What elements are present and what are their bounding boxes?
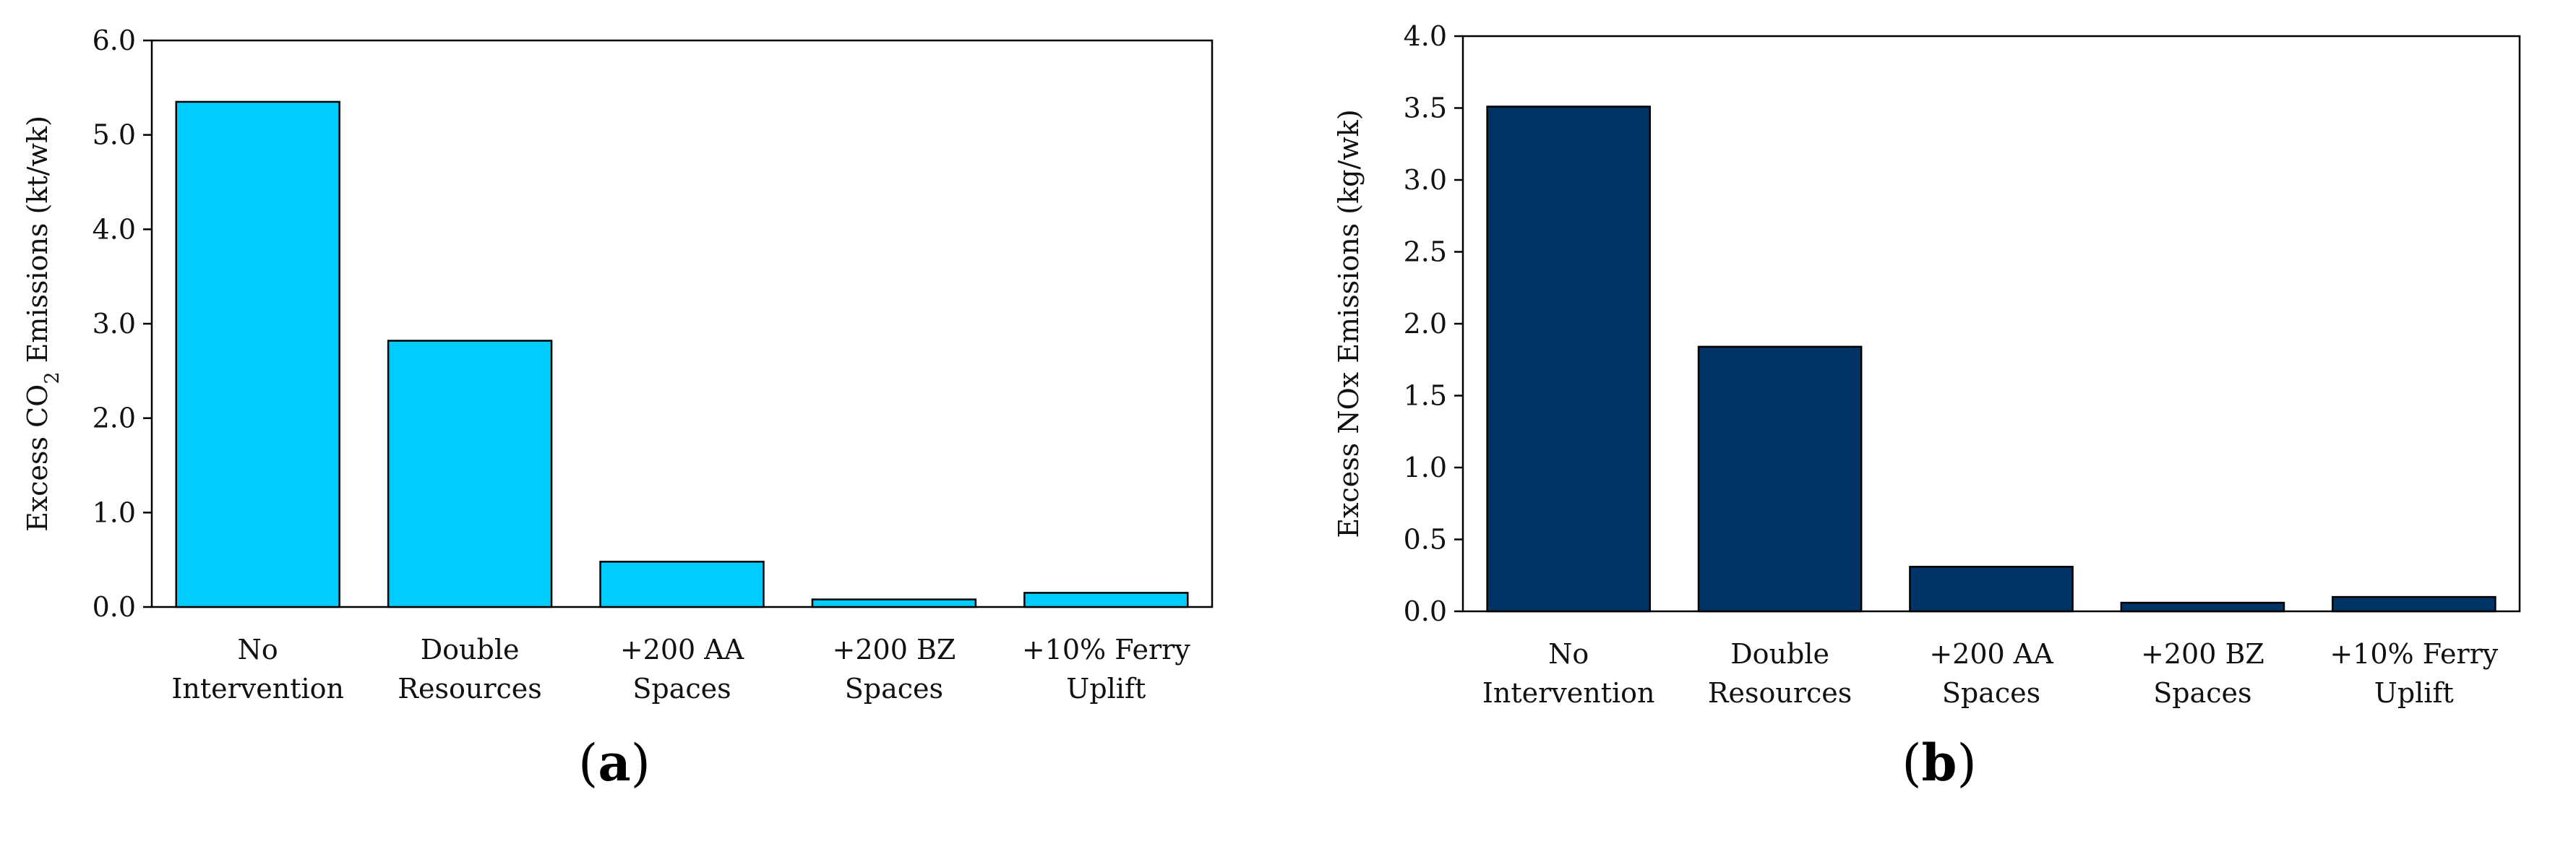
panel-b-y-tick-label: 3.5 <box>1404 92 1447 124</box>
panel-b-y-tick-label: 1.5 <box>1404 380 1447 412</box>
panel-b-x-tick-label-line: +200 AA <box>1929 638 2053 670</box>
panel-b-x-tick-label-line: Spaces <box>1942 677 2040 709</box>
panel-b-y-tick-label: 2.5 <box>1404 236 1447 268</box>
panel-a-y-axis-title-part: 2 <box>41 371 64 384</box>
panel-a-x-tick-label-line: +10% Ferry <box>1022 634 1190 666</box>
panel-b-x-tick-label-line: Uplift <box>2374 677 2454 709</box>
panel-a-y-axis-title: Excess CO2 Emissions (kt/wk) <box>22 116 64 532</box>
panel-a-x-tick-label-line: Double <box>421 634 520 666</box>
panel-b-chart: 0.0 0.5 1.0 1.5 2.0 2.5 3.0 3.5 4.0 Excess NOx Em… <box>1333 20 2521 793</box>
panel-a-x-tick-label: +10% Ferry Uplift <box>1022 634 1190 705</box>
panel-b-x-tick-label-line: Spaces <box>2153 677 2251 709</box>
panel-a-x-tick-label: +200 BZ Spaces <box>833 634 956 705</box>
panel-b-bar-4 <box>2120 601 2285 613</box>
panel-a-chart: 0.0 1.0 2.0 3.0 4.0 5.0 6.0 Excess CO2 Emission… <box>22 25 1214 793</box>
panel-b-y-axis-title: Excess NOx Emissions (kg/wk) <box>1333 109 1365 538</box>
panel-a-y-tick-label: 3.0 <box>93 308 136 340</box>
panel-b-bar-1 <box>1486 106 1652 613</box>
panel-b-label-letter: b <box>1922 733 1957 793</box>
panel-a-bar-2 <box>387 340 553 608</box>
panel-a-y-tick-label: 4.0 <box>93 213 136 245</box>
panel-b-x-tick-label: +10% Ferry Uplift <box>2330 638 2498 709</box>
panel-b-x-tick-label: +200 BZ Spaces <box>2141 638 2264 709</box>
panel-a-y-axis-title-part: Excess CO <box>22 384 53 532</box>
panel-a-bar-4 <box>811 598 977 608</box>
panel-a-x-tick-label-line: +200 BZ <box>833 634 956 666</box>
panel-a-x-tick-label: Double Resources <box>398 634 541 705</box>
panel-a-y-axis-title-part: Emissions (kt/wk) <box>22 116 53 371</box>
panel-b-y-tick-label: 4.0 <box>1404 20 1447 52</box>
panel-a-y-tick-label: 2.0 <box>93 402 136 434</box>
panel-a-x-tick-label-line: No <box>238 634 278 666</box>
panel-a-y-tick-label: 0.0 <box>93 591 136 623</box>
panel-b-y-tick-label: 0.5 <box>1404 524 1447 556</box>
panel-a-label: (a) <box>578 733 651 793</box>
panel-a-label-letter: a <box>598 733 630 793</box>
panel-a-y-tick-label: 5.0 <box>93 119 136 151</box>
panel-b-y-tick-label: 3.0 <box>1404 164 1447 196</box>
panel-a-x-tick-label-line: Resources <box>398 673 541 705</box>
panel-b-y-axis-title-part: Excess NOx Emissions (kg/wk) <box>1333 109 1365 538</box>
panel-a-label-close: ) <box>631 733 651 793</box>
panel-b-x-tick-label-line: No <box>1548 638 1589 670</box>
panel-b-y-tick-label: 2.0 <box>1404 308 1447 340</box>
panel-b-x-tick-label-line: +10% Ferry <box>2330 638 2498 670</box>
panel-b-x-tick-label: Double Resources <box>1708 638 1852 709</box>
panel-b-x-tick-label: +200 AA Spaces <box>1929 638 2053 709</box>
panel-b-x-tick-label-line: Intervention <box>1482 677 1655 709</box>
panel-b-label: (b) <box>1902 733 1977 793</box>
panel-b-bar-5 <box>2331 595 2496 613</box>
panel-a-x-tick-label-line: Spaces <box>845 673 943 705</box>
panel-b-y-tick-label: 1.0 <box>1404 452 1447 483</box>
panel-b-label-open: ( <box>1902 733 1921 793</box>
panel-b-x-tick-label: No Intervention <box>1482 638 1655 709</box>
panel-a-bar-5 <box>1023 592 1189 608</box>
panel-a-x-tick-label-line: +200 AA <box>620 634 744 666</box>
panel-a-y-tick-label: 1.0 <box>93 496 136 528</box>
panel-a-x-tick-label: No Intervention <box>171 634 344 705</box>
panel-a-y-tick-label: 6.0 <box>93 25 136 56</box>
panel-a-x-tick-label-line: Uplift <box>1066 673 1146 705</box>
panel-a-x-tick-label-line: Spaces <box>632 673 731 705</box>
panel-b-x-tick-label-line: +200 BZ <box>2141 638 2264 670</box>
panel-b-x-tick-label-line: Resources <box>1708 677 1852 709</box>
panel-a-x-tick-label: +200 AA Spaces <box>620 634 744 705</box>
panel-a-x-tick-label-line: Intervention <box>171 673 344 705</box>
panel-a-bar-3 <box>599 561 765 608</box>
panel-a-label-open: ( <box>578 733 598 793</box>
panel-b-bar-3 <box>1909 566 2074 613</box>
panel-b-label-close: ) <box>1957 733 1976 793</box>
panel-b-x-tick-label-line: Double <box>1730 638 1829 670</box>
panel-b-y-tick-label: 0.0 <box>1404 595 1447 627</box>
panel-b-bar-2 <box>1697 345 1863 613</box>
panel-a-bar-1 <box>175 100 340 608</box>
